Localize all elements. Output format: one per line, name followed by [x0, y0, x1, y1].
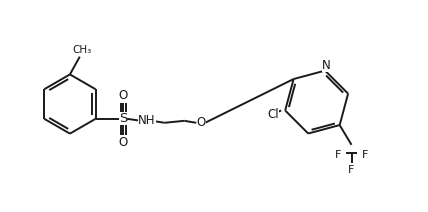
Text: CH₃: CH₃: [72, 45, 92, 55]
Text: O: O: [119, 89, 128, 102]
Text: F: F: [348, 166, 355, 176]
Text: F: F: [362, 150, 369, 160]
Text: Cl: Cl: [268, 108, 279, 121]
Text: N: N: [322, 59, 330, 72]
Text: NH: NH: [138, 114, 156, 127]
Text: O: O: [119, 136, 128, 149]
Text: O: O: [196, 116, 206, 129]
Text: F: F: [335, 150, 341, 160]
Text: S: S: [119, 112, 128, 125]
